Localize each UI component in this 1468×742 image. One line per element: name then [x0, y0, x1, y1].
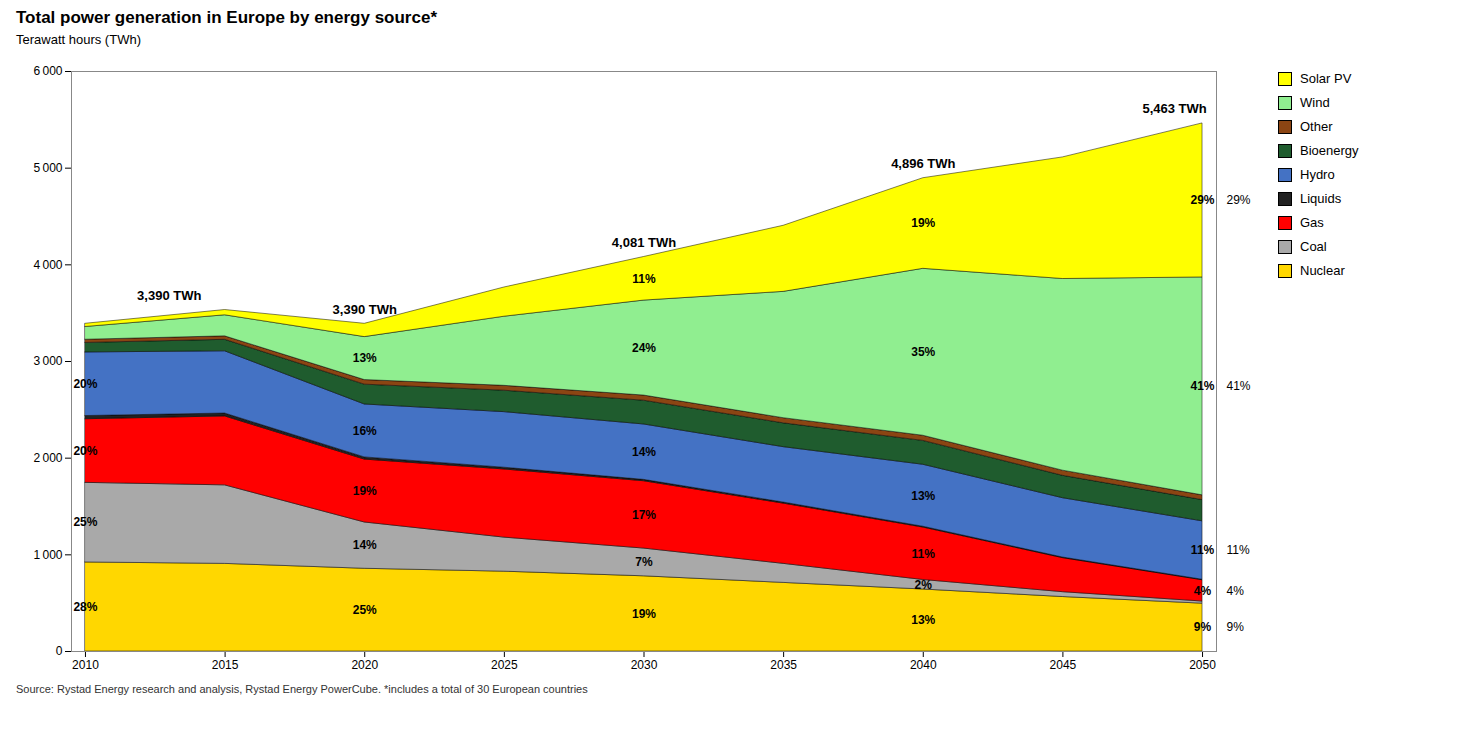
- svg-text:2015: 2015: [212, 658, 239, 672]
- svg-text:2030: 2030: [631, 658, 658, 672]
- svg-text:2010: 2010: [72, 658, 99, 672]
- html-text:Nuclear: Nuclear: [1300, 263, 1345, 278]
- svg-text:2020: 2020: [351, 658, 378, 672]
- svg-text:2025: 2025: [491, 658, 518, 672]
- svg-text:29%: 29%: [1227, 193, 1251, 207]
- svg-text:2045: 2045: [1050, 658, 1077, 672]
- svg-text:19%: 19%: [353, 484, 377, 498]
- html-text:Other: Other: [1300, 119, 1333, 134]
- svg-text:3 000: 3 000: [33, 354, 62, 368]
- svg-text:2%: 2%: [915, 578, 933, 592]
- svg-text:2040: 2040: [910, 658, 937, 672]
- svg-text:11%: 11%: [912, 547, 936, 561]
- svg-text:13%: 13%: [911, 613, 935, 627]
- svg-text:19%: 19%: [632, 607, 656, 621]
- svg-text:17%: 17%: [632, 508, 656, 522]
- svg-text:9%: 9%: [1194, 620, 1212, 634]
- svg-text:35%: 35%: [911, 345, 935, 359]
- svg-text:1 000: 1 000: [33, 548, 62, 562]
- svg-text:5,463 TWh: 5,463 TWh: [1142, 101, 1206, 116]
- svg-text:7%: 7%: [635, 555, 653, 569]
- svg-text:0: 0: [56, 644, 63, 658]
- svg-text:41%: 41%: [1191, 379, 1215, 393]
- svg-text:3,390 TWh: 3,390 TWh: [137, 288, 201, 303]
- svg-text:11%: 11%: [1191, 543, 1215, 557]
- svg-text:14%: 14%: [353, 538, 377, 552]
- html-text:Total power generation in Euro: Total power generation in Europe by ener…: [16, 8, 437, 27]
- svg-text:24%: 24%: [632, 341, 656, 355]
- svg-text:9%: 9%: [1227, 620, 1245, 634]
- svg-text:11%: 11%: [632, 272, 656, 286]
- svg-text:4,081 TWh: 4,081 TWh: [612, 235, 676, 250]
- svg-text:2035: 2035: [770, 658, 797, 672]
- svg-text:25%: 25%: [73, 515, 97, 529]
- svg-text:25%: 25%: [353, 603, 377, 617]
- html-text:Bioenergy: Bioenergy: [1300, 143, 1359, 158]
- svg-text:6 000: 6 000: [33, 64, 62, 78]
- svg-text:20%: 20%: [73, 377, 97, 391]
- html-text:Hydro: Hydro: [1300, 167, 1335, 182]
- svg-text:16%: 16%: [353, 424, 377, 438]
- html-text:Gas: Gas: [1300, 215, 1324, 230]
- svg-text:11%: 11%: [1227, 543, 1250, 557]
- svg-text:5 000: 5 000: [33, 161, 62, 175]
- svg-text:2050: 2050: [1189, 658, 1216, 672]
- html-text:Source: Rystad Energy research: Source: Rystad Energy research and analy…: [16, 683, 588, 695]
- html-text:Liquids: Liquids: [1300, 191, 1342, 206]
- svg-text:4%: 4%: [1194, 584, 1212, 598]
- svg-text:4,896 TWh: 4,896 TWh: [891, 156, 955, 171]
- html-text:Wind: Wind: [1300, 95, 1330, 110]
- svg-text:28%: 28%: [73, 600, 97, 614]
- html-text:Coal: Coal: [1300, 239, 1327, 254]
- svg-text:20%: 20%: [73, 444, 97, 458]
- svg-text:4 000: 4 000: [33, 258, 62, 272]
- svg-text:13%: 13%: [911, 489, 935, 503]
- svg-text:29%: 29%: [1191, 193, 1215, 207]
- html-text:Solar PV: Solar PV: [1300, 71, 1352, 86]
- svg-text:13%: 13%: [353, 351, 377, 365]
- svg-text:3,390 TWh: 3,390 TWh: [333, 302, 397, 317]
- svg-text:41%: 41%: [1227, 379, 1251, 393]
- svg-text:14%: 14%: [632, 445, 656, 459]
- svg-text:2 000: 2 000: [33, 451, 62, 465]
- html-text:Terawatt hours (TWh): Terawatt hours (TWh): [16, 32, 141, 47]
- svg-text:4%: 4%: [1227, 584, 1245, 598]
- svg-text:19%: 19%: [911, 216, 935, 230]
